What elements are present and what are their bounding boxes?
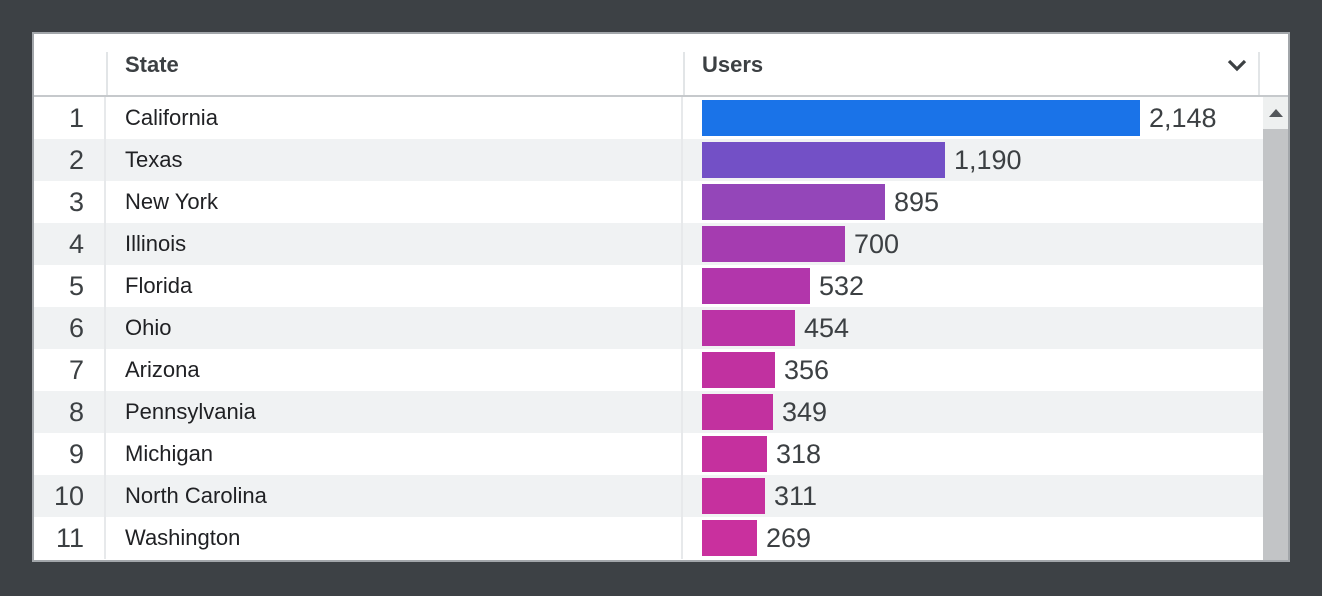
- row-index: 9: [34, 433, 106, 475]
- scrollbar-thumb[interactable]: [1263, 129, 1288, 560]
- users-value: 454: [804, 312, 850, 343]
- users-value: 700: [854, 228, 900, 259]
- row-index: 10: [34, 475, 106, 517]
- users-bar: [702, 436, 767, 472]
- users-bar: [702, 100, 1140, 136]
- users-value: 311: [774, 480, 818, 511]
- table-row[interactable]: 10 North Carolina 311: [34, 475, 1288, 517]
- users-cell: 311: [683, 475, 1288, 517]
- users-cell: 349: [683, 391, 1288, 433]
- table-header: State Users: [34, 34, 1288, 97]
- table-row[interactable]: 11 Washington 269: [34, 517, 1288, 559]
- row-index: 11: [34, 517, 106, 559]
- users-value: 1,190: [954, 144, 1022, 175]
- users-value: 532: [819, 270, 865, 301]
- triangle-up-icon: [1268, 109, 1283, 117]
- users-bar: [702, 310, 795, 346]
- users-value: 349: [782, 396, 828, 427]
- users-cell: 700: [683, 223, 1288, 265]
- users-bar: [702, 352, 775, 388]
- column-header-users[interactable]: Users: [702, 51, 764, 77]
- users-bar: [702, 394, 773, 430]
- state-name: Illinois: [106, 223, 683, 265]
- table-body: 1 California 2,148 2 Texas 1,190 3 New York 895 4…: [34, 97, 1288, 560]
- row-index: 5: [34, 265, 106, 307]
- row-index: 7: [34, 349, 106, 391]
- table-row[interactable]: 9 Michigan 318: [34, 433, 1288, 475]
- users-cell: 318: [683, 433, 1288, 475]
- users-cell: 454: [683, 307, 1288, 349]
- state-name: Florida: [106, 265, 683, 307]
- users-bar: [702, 478, 765, 514]
- state-name: Arizona: [106, 349, 683, 391]
- users-by-state-table: State Users 1 California 2,148 2 Texas 1,190 3…: [32, 32, 1290, 562]
- state-name: Texas: [106, 139, 683, 181]
- state-name: Pennsylvania: [106, 391, 683, 433]
- users-cell: 356: [683, 349, 1288, 391]
- row-index: 2: [34, 139, 106, 181]
- scroll-up-button[interactable]: [1263, 97, 1288, 129]
- state-name: New York: [106, 181, 683, 223]
- users-bar: [702, 142, 945, 178]
- row-index: 1: [34, 97, 106, 139]
- users-cell: 895: [683, 181, 1288, 223]
- table-row[interactable]: 2 Texas 1,190: [34, 139, 1288, 181]
- users-bar: [702, 520, 757, 556]
- table-row[interactable]: 4 Illinois 700: [34, 223, 1288, 265]
- state-name: California: [106, 97, 683, 139]
- users-value: 2,148: [1149, 102, 1217, 133]
- row-index: 8: [34, 391, 106, 433]
- table-row[interactable]: 8 Pennsylvania 349: [34, 391, 1288, 433]
- users-cell: 2,148: [683, 97, 1288, 139]
- header-divider: [106, 52, 108, 95]
- header-divider: [683, 52, 685, 95]
- state-name: Ohio: [106, 307, 683, 349]
- table-row[interactable]: 6 Ohio 454: [34, 307, 1288, 349]
- row-index: 3: [34, 181, 106, 223]
- chevron-down-icon[interactable]: [1226, 58, 1248, 74]
- users-bar: [702, 226, 845, 262]
- table-row[interactable]: 7 Arizona 356: [34, 349, 1288, 391]
- users-cell: 532: [683, 265, 1288, 307]
- row-index: 6: [34, 307, 106, 349]
- users-value: 269: [766, 522, 812, 553]
- users-cell: 269: [683, 517, 1288, 559]
- users-bar: [702, 268, 810, 304]
- users-value: 895: [894, 186, 940, 217]
- row-index: 4: [34, 223, 106, 265]
- table-row[interactable]: 3 New York 895: [34, 181, 1288, 223]
- header-divider: [1258, 52, 1260, 95]
- users-value: 318: [776, 438, 822, 469]
- state-name: Washington: [106, 517, 683, 559]
- table-row[interactable]: 1 California 2,148: [34, 97, 1288, 139]
- vertical-scrollbar[interactable]: [1263, 97, 1288, 560]
- users-value: 356: [784, 354, 830, 385]
- table-row[interactable]: 5 Florida 532: [34, 265, 1288, 307]
- users-cell: 1,190: [683, 139, 1288, 181]
- state-name: North Carolina: [106, 475, 683, 517]
- state-name: Michigan: [106, 433, 683, 475]
- column-header-state[interactable]: State: [125, 51, 179, 77]
- users-bar: [702, 184, 885, 220]
